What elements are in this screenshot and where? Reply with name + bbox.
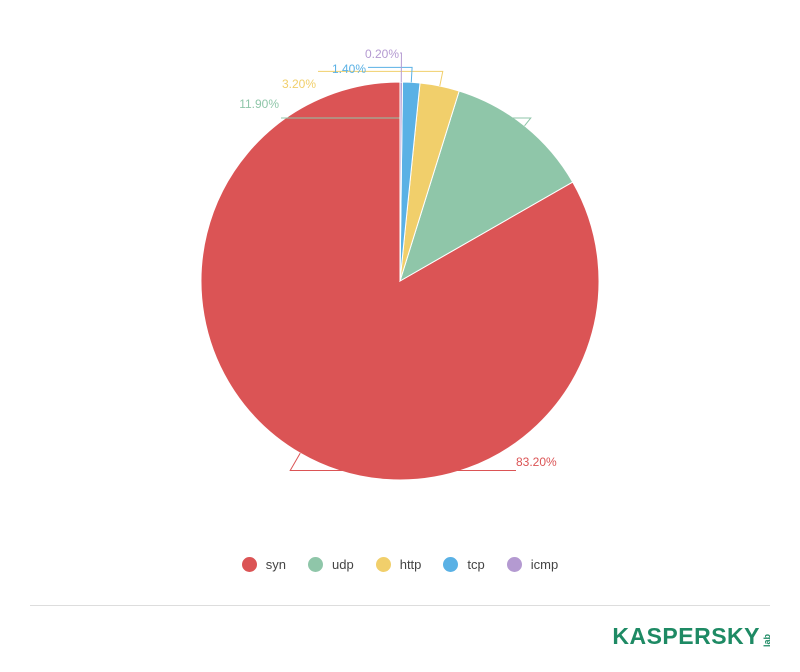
legend-item-http[interactable]: http <box>375 556 422 572</box>
logo-lab-suffix: lab <box>762 633 772 647</box>
legend-swatch-udp <box>308 556 324 572</box>
chart-legend: syn udp http tcp icmp <box>0 553 800 575</box>
legend-item-syn[interactable]: syn <box>241 556 287 572</box>
legend-item-tcp[interactable]: tcp <box>443 556 485 572</box>
legend-swatch-http <box>375 556 391 572</box>
leader-line-tcp <box>368 66 413 83</box>
pie-slice-udp[interactable] <box>399 90 574 283</box>
pie-slice-syn[interactable] <box>200 81 600 481</box>
leader-line-http <box>318 70 444 87</box>
legend-label-syn: syn <box>265 556 287 572</box>
kaspersky-logo: KASPERSKY lab <box>612 622 772 650</box>
legend-label-http: http <box>399 556 422 572</box>
leader-line-icmp <box>400 52 402 83</box>
data-label-http: 3.20% <box>282 77 316 91</box>
legend-label-icmp: icmp <box>530 556 559 572</box>
data-label-icmp: 0.20% <box>365 47 399 61</box>
legend-swatch-syn <box>241 556 257 572</box>
legend-swatch-icmp <box>506 556 522 572</box>
legend-swatch-tcp <box>443 556 459 572</box>
leader-line-udp <box>281 117 532 127</box>
data-label-udp: 11.90% <box>239 97 279 111</box>
leader-line-syn <box>289 452 516 471</box>
pie-chart: 83.20% 11.90%3.20% 1.40%0.20% <box>200 47 600 481</box>
legend-item-udp[interactable]: udp <box>308 556 354 572</box>
legend-item-icmp[interactable]: icmp <box>506 556 559 572</box>
logo-wordmark: KASPERSKY <box>612 623 760 649</box>
legend-label-udp: udp <box>332 556 354 572</box>
legend-label-tcp: tcp <box>467 556 485 572</box>
footer-divider <box>30 605 770 606</box>
data-label-syn: 83.20% <box>516 455 557 469</box>
data-label-tcp: 1.40% <box>332 62 366 76</box>
